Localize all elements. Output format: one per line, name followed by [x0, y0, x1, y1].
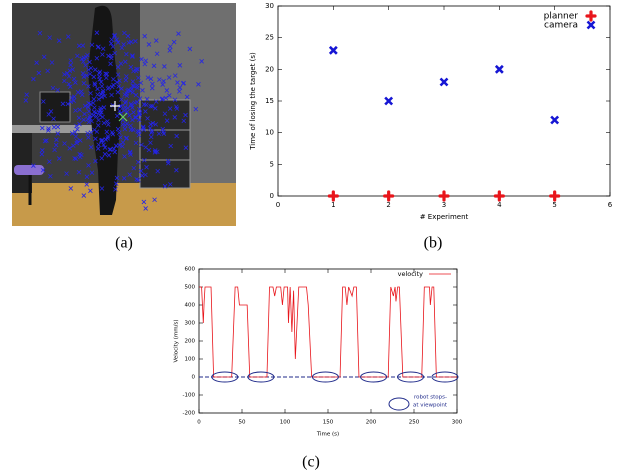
- line: [199, 286, 457, 378]
- y-tick-label: 300: [185, 321, 196, 327]
- x-tick-label: 6: [608, 201, 613, 209]
- marker: [439, 77, 449, 87]
- x-tick-label: 200: [366, 420, 377, 426]
- legend-marker: [585, 10, 597, 22]
- marker: [327, 190, 339, 202]
- x-axis-label: Time (s): [316, 432, 339, 438]
- legend-label: camera: [544, 21, 578, 31]
- annotation-ellipse: [388, 397, 410, 411]
- stop-ellipse: [360, 371, 388, 383]
- stop-ellipse: [397, 371, 425, 383]
- y-tick-label: -200: [183, 411, 196, 417]
- x-tick-label: 2: [386, 201, 390, 209]
- x-tick-label: 0: [197, 420, 201, 426]
- stop-ellipse: [311, 371, 339, 383]
- marker: [549, 190, 561, 202]
- y-tick-label: 200: [185, 339, 196, 345]
- plot-frame: [277, 5, 611, 197]
- y-tick-label: 30: [265, 2, 274, 10]
- annotation: at viewpoint: [413, 403, 448, 409]
- y-tick-label: 20: [265, 65, 274, 73]
- marker: [384, 96, 394, 106]
- x-tick-label: 300: [452, 420, 463, 426]
- marker: [550, 115, 560, 125]
- annotation: robot stops-: [414, 395, 447, 401]
- caption: (a): [115, 235, 133, 252]
- y-axis-label: Velocity (mm/s): [174, 319, 180, 362]
- photo: [12, 3, 236, 226]
- y-tick-label: 0: [270, 192, 274, 200]
- y-tick-label: 5: [270, 160, 274, 168]
- stop-ellipse: [431, 371, 459, 383]
- caption: (c): [302, 454, 320, 471]
- marker: [438, 190, 450, 202]
- y-tick-label: 600: [185, 267, 196, 273]
- y-axis-label: Time of losing the target (s): [249, 52, 257, 151]
- y-tick-label: 10: [265, 129, 274, 137]
- y-tick-label: -100: [183, 393, 196, 399]
- x-tick-label: 4: [497, 201, 502, 209]
- x-tick-label: 100: [280, 420, 291, 426]
- x-tick-label: 5: [552, 201, 556, 209]
- stop-ellipse: [247, 371, 275, 383]
- marker: [328, 45, 338, 55]
- legend-label: planner: [544, 12, 579, 22]
- marker: [494, 64, 504, 74]
- marker: [383, 190, 395, 202]
- y-tick-label: 25: [265, 34, 274, 42]
- legend-label: velocity: [398, 270, 424, 278]
- caption: (b): [424, 235, 443, 252]
- x-tick-label: 250: [409, 420, 420, 426]
- x-tick-label: 3: [442, 201, 446, 209]
- y-tick-label: 500: [185, 285, 196, 291]
- legend-marker: [586, 20, 596, 30]
- y-tick-label: 15: [265, 97, 274, 105]
- marker: [493, 190, 505, 202]
- x-axis-label: # Experiment: [420, 213, 469, 221]
- y-tick-label: 400: [185, 303, 196, 309]
- x-tick-label: 1: [331, 201, 335, 209]
- x-tick-label: 150: [323, 420, 334, 426]
- stop-ellipse: [211, 371, 239, 383]
- x-tick-label: 0: [276, 201, 280, 209]
- x-tick-label: 50: [239, 420, 246, 426]
- y-tick-label: 0: [192, 375, 196, 381]
- y-tick-label: 100: [185, 357, 196, 363]
